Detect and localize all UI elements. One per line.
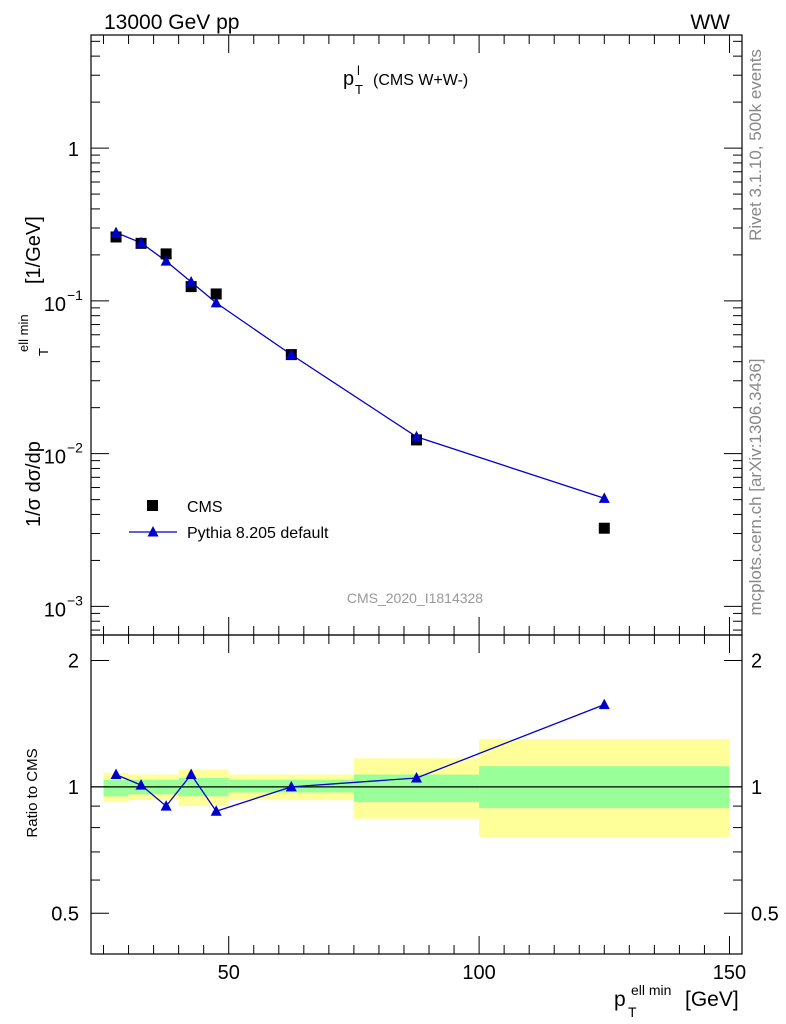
- ratio-band-inner: [103, 779, 129, 797]
- legend-cms-label: CMS: [187, 499, 223, 516]
- plot-title-main: p: [343, 68, 354, 90]
- ratio-tick-labels: 0.5 0.5 1 1 2 2 50 100 150: [51, 650, 779, 984]
- main-ytick-exponent: −1: [67, 287, 83, 303]
- ratio-xtick-label: 50: [218, 962, 240, 984]
- ratio-point: [110, 768, 122, 780]
- ratio-xtick-label: 100: [462, 962, 495, 984]
- main-ytick-label: 10: [44, 447, 66, 469]
- cms-point: [160, 248, 172, 260]
- plot-title-rest: (CMS W+W-): [373, 72, 468, 89]
- pythia-point: [185, 275, 197, 287]
- ratio-series: [110, 698, 610, 816]
- main-panel: 110−110−210−3 p l T (CMS W+W-) CMS_2020_…: [16, 34, 743, 636]
- ratio-xlabel-sub: T: [628, 1004, 637, 1020]
- ratio-panel: 0.5 0.5 1 1 2 2 50 100 150 Ratio to CMS p ell mi…: [24, 634, 779, 1020]
- analysis-watermark: CMS_2020_I1814328: [347, 590, 483, 606]
- ratio-ytick-label-right: 2: [751, 650, 762, 672]
- legend-cms-marker: [147, 500, 158, 511]
- pythia-point: [598, 492, 610, 503]
- main-ytick-exponent: −2: [67, 440, 83, 456]
- ratio-frame: [90, 634, 743, 955]
- main-ylabel-main: 1/σ dσ/dp: [23, 441, 45, 527]
- main-ylabel-unit: [1/GeV]: [23, 216, 45, 284]
- ratio-ylabel: Ratio to CMS: [24, 748, 41, 837]
- ratio-point: [185, 768, 197, 780]
- mcplots-source-label: mcplots.cern.ch [arXiv:1306.3436]: [746, 358, 765, 615]
- cms-point: [185, 281, 197, 293]
- ratio-xtick-label: 150: [713, 962, 746, 984]
- plot-title: p l T (CMS W+W-): [343, 63, 468, 97]
- ratio-xlabel-unit: [GeV]: [685, 988, 739, 1011]
- main-ytick-label: 1: [68, 139, 79, 161]
- legend: CMS Pythia 8.205 default: [129, 499, 329, 542]
- main-ticks: [91, 35, 742, 635]
- cms-point: [210, 288, 222, 300]
- pythia-point: [285, 348, 297, 360]
- ratio-ytick-label-right: 1: [751, 777, 762, 799]
- ratio-ytick-label-left: 0.5: [51, 903, 79, 925]
- ratio-xlabel: p ell min T [GeV]: [614, 982, 739, 1020]
- pythia-point: [110, 226, 122, 238]
- legend-pythia-label: Pythia 8.205 default: [187, 525, 329, 542]
- header-right: WW: [690, 11, 730, 34]
- ratio-xlabel-main: p: [614, 988, 626, 1011]
- pythia-point: [160, 255, 172, 266]
- main-ylabel-sup: ell min: [16, 314, 31, 352]
- ratio-point: [285, 780, 297, 792]
- main-frame: [90, 34, 743, 636]
- ratio-ytick-label-left: 2: [68, 650, 79, 672]
- ratio-ytick-label-right: 0.5: [751, 903, 779, 925]
- ratio-ticks: [91, 635, 742, 955]
- ratio-bands: [103, 739, 730, 837]
- main-ylabel: 1/σ dσ/dp ell min T [1/GeV]: [16, 216, 51, 527]
- ratio-point: [135, 779, 147, 790]
- cms-point: [598, 522, 610, 534]
- ratio-point: [160, 800, 172, 811]
- plot-title-sub: T: [355, 82, 363, 97]
- ratio-point: [411, 771, 422, 783]
- ratio-point: [598, 698, 610, 710]
- pythia-point: [411, 430, 422, 442]
- ratio-xlabel-sup: ell min: [631, 982, 671, 998]
- main-ylabel-sub: T: [36, 348, 51, 356]
- ratio-ytick-label-left: 1: [68, 777, 79, 799]
- main-ytick-label: 10: [44, 294, 66, 316]
- main-ytick-label: 10: [44, 599, 66, 621]
- pythia-point: [210, 296, 222, 308]
- legend-pythia-marker: [147, 526, 159, 537]
- main-series: [110, 226, 610, 534]
- main-ytick-labels: 110−110−210−3: [44, 139, 83, 621]
- main-ytick-exponent: −3: [67, 592, 83, 608]
- ratio-point: [210, 805, 222, 816]
- rivet-version-label: Rivet 3.1.10, 500k events: [746, 49, 765, 241]
- plot-title-sup: l: [357, 63, 360, 78]
- pythia-curve: [115, 231, 605, 499]
- header-left: 13000 GeV pp: [104, 11, 239, 34]
- pythia-point: [135, 236, 147, 248]
